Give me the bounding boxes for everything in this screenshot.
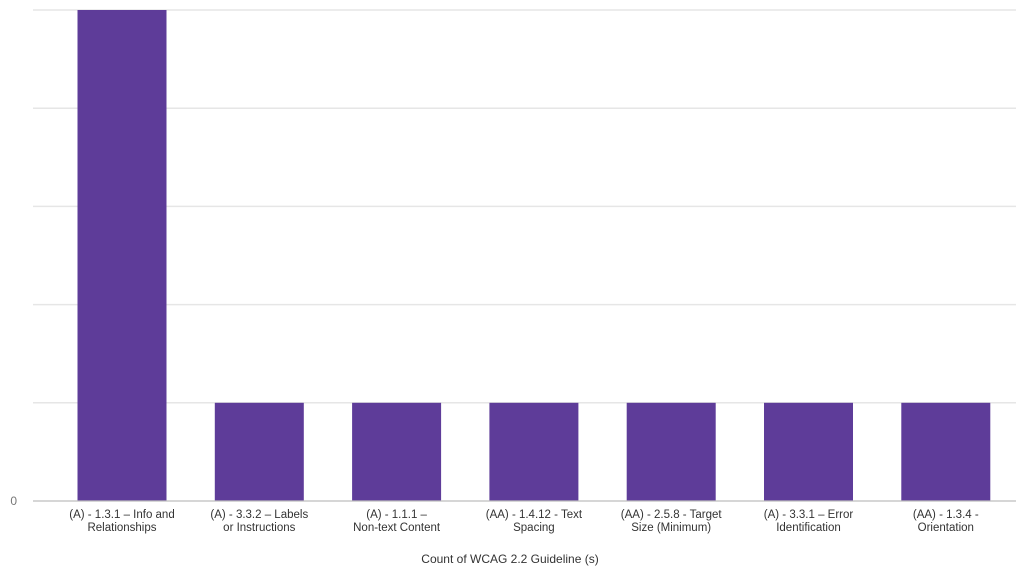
gridlines — [33, 9, 1016, 404]
x-axis-title: Count of WCAG 2.2 Guideline (s) — [421, 552, 598, 566]
x-tick-label-line: (A) - 1.1.1 – — [366, 509, 427, 521]
x-tick-label-line: Relationships — [87, 522, 156, 534]
bar — [764, 402, 853, 501]
x-tick-label-line: Identification — [776, 522, 841, 534]
x-tick-label-line: (A) - 1.3.1 – Info and — [69, 509, 174, 521]
bar — [901, 402, 991, 501]
x-tick-label: (A) - 1.1.1 – Non-text Content — [353, 509, 441, 534]
bar — [489, 402, 579, 501]
x-tick-label: (AA) - 1.4.12 - Text Spacing — [486, 509, 583, 534]
x-tick-label-line: Orientation — [918, 522, 974, 534]
x-tick-label-line: Size (Minimum) — [631, 522, 711, 534]
x-tick-label: (AA) - 2.5.8 - Target Size (Minimum) — [621, 509, 723, 534]
x-tick-label: (A) - 1.3.1 – Info and Relationships — [69, 509, 174, 534]
x-tick-label-line: (A) - 3.3.1 – Error — [764, 509, 854, 521]
x-tick-label-line: (AA) - 1.4.12 - Text — [486, 509, 583, 521]
y-tick-label: 0 — [10, 494, 17, 508]
bars — [77, 10, 991, 501]
bar — [352, 402, 442, 501]
x-tick-label-line: (AA) - 2.5.8 - Target — [621, 509, 723, 521]
x-tick-label: (A) - 3.3.2 – Labels or Instructions — [210, 509, 308, 534]
bar — [214, 402, 304, 501]
x-tick-label: (A) - 3.3.1 – Error Identification — [764, 509, 854, 534]
x-tick-label-line: (AA) - 1.3.4 - — [913, 509, 979, 521]
x-tick-label-line: Non-text Content — [353, 522, 441, 534]
bar — [77, 10, 167, 501]
tick-labels: 0(A) - 1.3.1 – Info and Relationships(A) … — [10, 494, 979, 534]
x-tick-label-line: Spacing — [513, 522, 555, 534]
x-tick-label-line: or Instructions — [223, 522, 295, 534]
x-tick-label-line: (A) - 3.3.2 – Labels — [210, 509, 308, 521]
x-tick-label: (AA) - 1.3.4 -Orientation — [913, 509, 979, 534]
bar — [626, 402, 716, 501]
